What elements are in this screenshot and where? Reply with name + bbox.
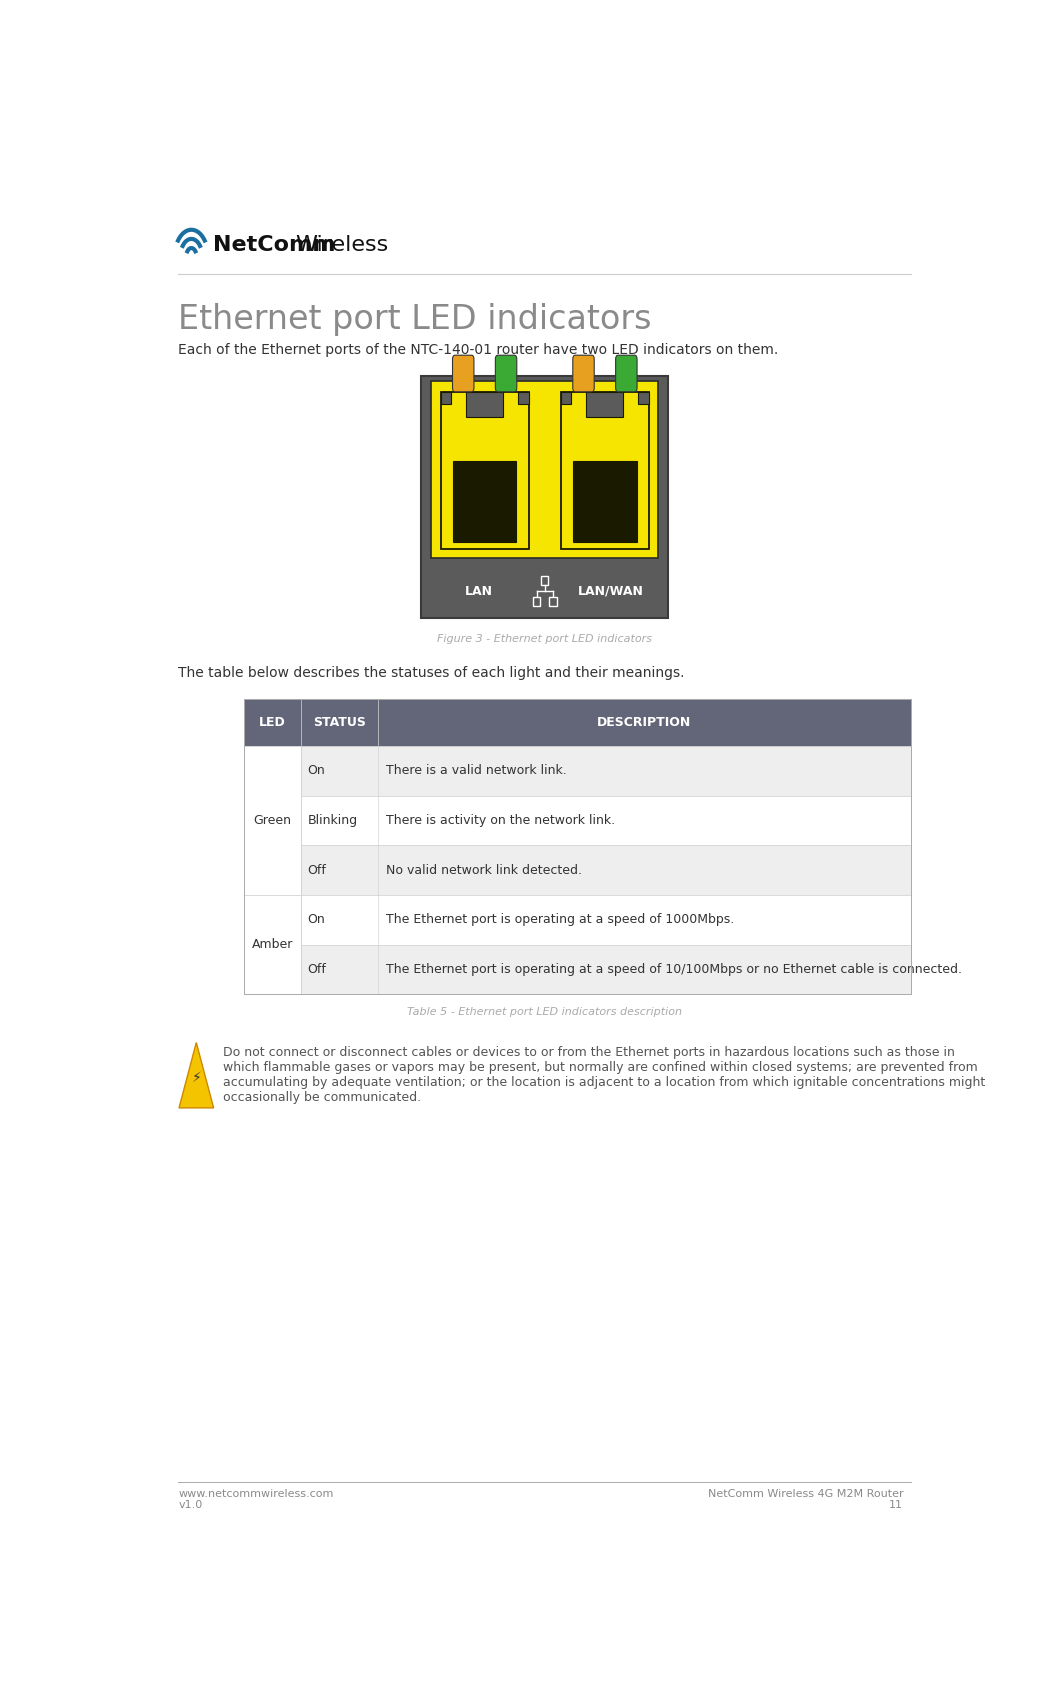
Bar bbox=[244, 894, 301, 994]
Bar bbox=[244, 894, 911, 945]
Bar bbox=[561, 392, 572, 404]
Text: Do not connect or disconnect cables or devices to or from the Ethernet ports in : Do not connect or disconnect cables or d… bbox=[223, 1047, 985, 1105]
FancyBboxPatch shape bbox=[495, 355, 517, 392]
FancyBboxPatch shape bbox=[615, 355, 637, 392]
Bar bbox=[573, 462, 637, 543]
Text: NetComm Wireless 4G M2M Router: NetComm Wireless 4G M2M Router bbox=[708, 1490, 904, 1500]
Text: The table below describes the statuses of each light and their meanings.: The table below describes the statuses o… bbox=[179, 667, 685, 680]
Text: Amber: Amber bbox=[252, 938, 293, 950]
Bar bbox=[244, 747, 911, 796]
Text: Wireless: Wireless bbox=[296, 236, 388, 256]
Text: There is activity on the network link.: There is activity on the network link. bbox=[386, 815, 614, 826]
Text: DESCRIPTION: DESCRIPTION bbox=[597, 716, 692, 730]
Bar bbox=[440, 392, 451, 404]
Bar bbox=[541, 575, 549, 585]
Bar bbox=[244, 945, 911, 994]
Text: On: On bbox=[307, 913, 325, 927]
Polygon shape bbox=[179, 1042, 214, 1108]
Bar bbox=[440, 392, 528, 548]
Bar bbox=[244, 699, 911, 994]
Text: 11: 11 bbox=[889, 1500, 904, 1510]
Text: There is a valid network link.: There is a valid network link. bbox=[386, 764, 567, 777]
Text: LED: LED bbox=[259, 716, 286, 730]
Text: Table 5 - Ethernet port LED indicators description: Table 5 - Ethernet port LED indicators d… bbox=[407, 1008, 682, 1017]
Bar bbox=[518, 392, 528, 404]
FancyBboxPatch shape bbox=[453, 355, 474, 392]
Text: On: On bbox=[307, 764, 325, 777]
Text: Off: Off bbox=[307, 864, 326, 877]
Text: Off: Off bbox=[307, 962, 326, 976]
Bar bbox=[550, 597, 557, 606]
FancyBboxPatch shape bbox=[573, 355, 594, 392]
Text: LAN/WAN: LAN/WAN bbox=[578, 585, 643, 597]
Bar bbox=[432, 382, 658, 558]
Text: Ethernet port LED indicators: Ethernet port LED indicators bbox=[179, 304, 652, 336]
Bar bbox=[421, 377, 669, 618]
Text: STATUS: STATUS bbox=[313, 716, 366, 730]
Bar bbox=[244, 845, 911, 894]
Bar bbox=[244, 747, 301, 894]
Text: Each of the Ethernet ports of the NTC-140-01 router have two LED indicators on t: Each of the Ethernet ports of the NTC-14… bbox=[179, 343, 778, 358]
Text: The Ethernet port is operating at a speed of 10/100Mbps or no Ethernet cable is : The Ethernet port is operating at a spee… bbox=[386, 962, 962, 976]
Text: www.netcommwireless.com: www.netcommwireless.com bbox=[179, 1490, 334, 1500]
Bar bbox=[244, 699, 911, 747]
Text: No valid network link detected.: No valid network link detected. bbox=[386, 864, 581, 877]
Text: v1.0: v1.0 bbox=[179, 1500, 202, 1510]
Text: NetComm: NetComm bbox=[213, 236, 335, 256]
Bar bbox=[467, 392, 503, 417]
Bar bbox=[639, 392, 649, 404]
Text: ⚡: ⚡ bbox=[191, 1071, 201, 1084]
Text: Green: Green bbox=[253, 815, 291, 826]
Bar bbox=[453, 462, 517, 543]
Bar bbox=[244, 796, 911, 845]
Bar bbox=[533, 597, 540, 606]
Text: Figure 3 - Ethernet port LED indicators: Figure 3 - Ethernet port LED indicators bbox=[437, 633, 653, 643]
Text: Blinking: Blinking bbox=[307, 815, 357, 826]
Text: LAN: LAN bbox=[465, 585, 493, 597]
Bar bbox=[561, 392, 649, 548]
Text: The Ethernet port is operating at a speed of 1000Mbps.: The Ethernet port is operating at a spee… bbox=[386, 913, 735, 927]
Bar bbox=[587, 392, 623, 417]
